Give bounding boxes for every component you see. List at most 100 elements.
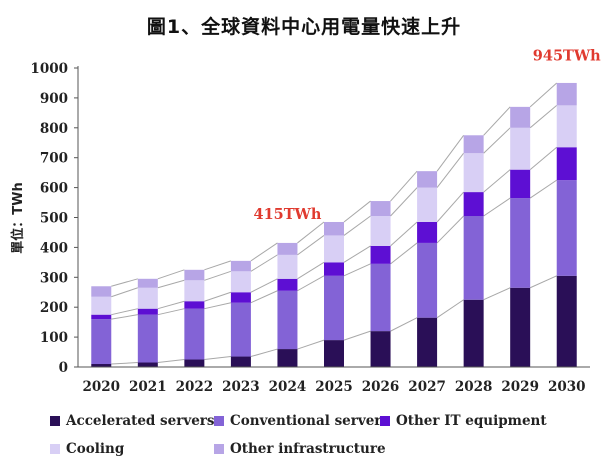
bar-2029-cooling (510, 127, 531, 170)
bar-2025-other-it-equipment (324, 262, 344, 276)
connector-line (204, 302, 232, 310)
connector-line (111, 287, 138, 298)
connector-line (204, 260, 232, 271)
connector-line (343, 215, 371, 236)
connector-line (297, 261, 325, 280)
y-tick-label: 800 (40, 121, 68, 137)
y-tick-label: 400 (40, 240, 68, 256)
bar-2024-cooling (277, 254, 298, 279)
connector-line (390, 221, 418, 247)
bar-2027-conventional-servers (417, 242, 438, 318)
legend-item: Other infrastructure (214, 440, 386, 458)
y-tick-label: 1000 (30, 61, 68, 77)
x-tick-label: 2025 (315, 379, 353, 395)
total-annotation: 945TWh (533, 47, 601, 64)
x-tick-label: 2023 (222, 379, 260, 395)
connector-line (436, 299, 464, 319)
connector-line (297, 221, 325, 244)
connector-line (436, 191, 465, 223)
bar-2030-other-infrastructure (556, 82, 577, 106)
connector-line (483, 287, 511, 301)
bar-2022-conventional-servers (184, 308, 205, 360)
x-tick-label: 2028 (455, 379, 493, 395)
bar-2024-other-infrastructure (277, 242, 298, 255)
bar-2030-cooling (556, 105, 577, 148)
connector-line (483, 197, 511, 217)
bar-2025-conventional-servers (324, 275, 344, 341)
y-tick-label: 0 (59, 360, 68, 376)
bar-2024-accelerated-servers (277, 349, 298, 367)
legend-label: Conventional servers (230, 413, 390, 429)
x-tick-label: 2022 (176, 379, 214, 395)
connector-line (529, 275, 557, 289)
connector-line (250, 254, 278, 272)
y-axis-label: 單位：TWh (10, 182, 26, 253)
bar-2020-cooling (91, 296, 112, 315)
connector-line (157, 269, 185, 280)
bar-2029-other-infrastructure (510, 106, 531, 128)
connector-line (204, 270, 232, 281)
bar-2029-accelerated-servers (510, 287, 531, 367)
legend-label: Cooling (66, 441, 125, 457)
x-tick-label: 2020 (82, 379, 120, 395)
connector-line (436, 215, 464, 244)
legend-swatch (50, 444, 60, 454)
y-tick-label: 200 (40, 300, 68, 316)
connector-line (390, 317, 418, 332)
legend-label: Other infrastructure (230, 441, 386, 457)
legend-item: Accelerated servers (50, 412, 215, 430)
connector-line (529, 179, 558, 199)
bar-2025-cooling (324, 235, 344, 263)
y-tick-label: 500 (40, 211, 68, 227)
connector-line (157, 300, 185, 310)
connector-line (436, 134, 465, 172)
bar-2030-accelerated-servers (556, 275, 577, 367)
x-tick-label: 2029 (501, 379, 539, 395)
bar-2025-accelerated-servers (324, 340, 344, 367)
connector-line (529, 104, 558, 129)
connector-line (204, 356, 231, 361)
axes: 0 100 200 300 400 500 600 700 800 900 1000 2020 2021… (30, 61, 590, 395)
bar-2024-conventional-servers (277, 290, 298, 350)
connector-line (250, 278, 278, 293)
bar-2028-accelerated-servers (463, 299, 484, 367)
legend-item: Conventional servers (214, 412, 389, 430)
bar-2020-other-infrastructure (91, 286, 112, 297)
legend-label: Accelerated servers (66, 413, 215, 429)
y-tick-label: 600 (40, 181, 68, 197)
total-annotation: 415TWh (254, 206, 322, 223)
connector-line (483, 127, 511, 154)
connector-line (343, 200, 371, 223)
connector-line (390, 170, 418, 202)
connector-line (343, 245, 371, 263)
connector-line (390, 187, 418, 217)
bar-2024-other-it-equipment (277, 278, 298, 291)
bar-2028-conventional-servers (463, 216, 484, 300)
connector-line (111, 362, 138, 365)
x-tick-label: 2030 (548, 379, 586, 395)
bar-2025-other-infrastructure (324, 221, 344, 236)
bar-2020-conventional-servers (91, 319, 112, 365)
connector-line (250, 290, 278, 304)
bar-2027-accelerated-servers (417, 317, 438, 367)
connector-line (157, 359, 185, 364)
bar-stacks (91, 82, 577, 367)
y-tick-label: 700 (40, 151, 68, 167)
bar-2028-other-it-equipment (463, 192, 484, 217)
bar-2022-other-it-equipment (184, 301, 205, 309)
connector-line (111, 308, 138, 316)
connector-line (250, 348, 278, 358)
connector-lines (111, 82, 558, 365)
bar-2023-other-it-equipment (230, 292, 251, 303)
bar-2021-conventional-servers (137, 314, 158, 363)
connector-line (390, 242, 418, 265)
x-tick-label: 2027 (408, 379, 446, 395)
bar-2030-other-it-equipment (556, 147, 577, 181)
bar-2026-conventional-servers (370, 263, 391, 332)
bar-2027-cooling (417, 187, 438, 222)
connector-line (297, 339, 325, 350)
x-tick-label: 2021 (129, 379, 167, 395)
bar-2020-accelerated-servers (91, 364, 112, 367)
y-tick-label: 900 (40, 91, 68, 107)
